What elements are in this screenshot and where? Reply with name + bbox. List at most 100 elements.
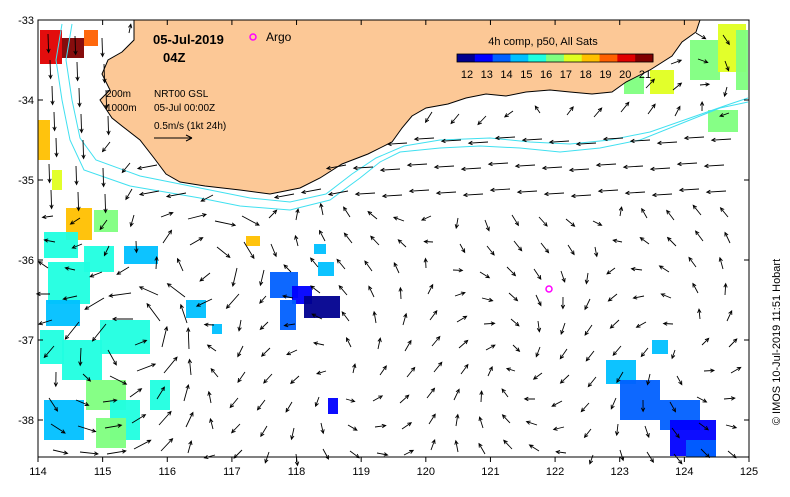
sst-patch <box>652 340 668 354</box>
current-arrow <box>392 216 405 222</box>
colorbar-tick-label: 20 <box>619 69 631 81</box>
current-arrow <box>310 285 321 294</box>
current-arrow <box>47 163 52 184</box>
current-arrow <box>270 243 277 258</box>
current-arrow <box>525 420 538 426</box>
current-arrow <box>703 163 725 169</box>
current-arrow <box>692 204 702 216</box>
current-arrow <box>79 113 84 134</box>
colorbar-swatch <box>474 54 494 62</box>
current-arrow <box>618 206 624 217</box>
current-arrow <box>726 309 733 322</box>
current-arrow <box>129 214 135 228</box>
current-arrow <box>647 103 656 115</box>
current-arrow <box>701 337 710 346</box>
current-arrow <box>343 206 351 218</box>
current-arrow <box>606 267 616 275</box>
current-arrow <box>327 190 349 197</box>
map-legend: 200m 1000m NRT00 GSL 05-Jul 00:00Z 0.5m/… <box>106 89 226 142</box>
current-arrow <box>521 137 543 143</box>
current-arrow <box>725 424 738 429</box>
current-arrow <box>374 423 387 429</box>
contour-200m-label: 200m <box>106 89 131 100</box>
argo-float-marker[interactable] <box>545 285 553 293</box>
current-arrow <box>584 324 593 336</box>
sst-patch <box>62 340 102 380</box>
current-arrow <box>423 239 434 244</box>
colorbar-swatch <box>528 54 547 62</box>
argo-legend-label: Argo <box>266 30 292 44</box>
current-arrow <box>630 266 643 272</box>
current-arrow <box>81 139 86 160</box>
current-arrow <box>237 319 242 332</box>
current-arrow <box>187 213 207 220</box>
current-arrow <box>534 105 541 114</box>
credit-text: © IMOS 10-Jul-2019 11:51 Hobart <box>771 259 783 425</box>
current-arrow <box>225 293 240 309</box>
current-arrow <box>567 244 575 256</box>
current-arrow <box>290 427 295 441</box>
current-arrow <box>186 327 191 350</box>
current-arrow <box>160 437 174 452</box>
current-arrow <box>478 416 484 429</box>
current-arrow <box>543 191 565 197</box>
sst-patch <box>46 300 80 326</box>
current-arrow <box>660 293 672 299</box>
colorbar-tick-label: 12 <box>461 69 473 81</box>
current-arrow <box>134 339 148 346</box>
current-arrow <box>699 82 711 87</box>
current-arrow <box>510 318 520 327</box>
current-arrow <box>386 141 408 147</box>
current-arrow <box>710 137 732 143</box>
current-arrow <box>560 296 566 310</box>
colorbar-swatch <box>492 54 511 62</box>
current-arrow <box>185 411 194 428</box>
current-arrow <box>724 231 731 244</box>
colorbar-tick-label: 13 <box>481 69 493 81</box>
current-arrow <box>214 220 237 227</box>
current-arrow <box>100 37 105 58</box>
y-tick-label: -38 <box>18 415 34 427</box>
sst-patch <box>186 300 206 318</box>
current-arrow <box>406 366 416 378</box>
current-arrow <box>669 401 677 413</box>
current-arrow <box>535 294 542 307</box>
current-arrow <box>129 388 143 398</box>
current-arrow <box>294 234 299 247</box>
current-arrow <box>156 386 165 400</box>
current-arrow <box>486 245 495 256</box>
current-arrow <box>651 192 673 198</box>
current-arrow <box>722 34 730 46</box>
y-tick-label: -37 <box>18 335 34 347</box>
current-arrow <box>341 311 350 322</box>
sst-patch <box>246 236 260 246</box>
current-arrow <box>481 297 494 302</box>
map-time: 04Z <box>163 50 185 65</box>
current-arrow <box>52 449 69 455</box>
current-arrow <box>121 162 131 174</box>
current-arrow <box>367 210 378 220</box>
current-arrow <box>694 230 704 242</box>
current-arrow <box>43 345 55 359</box>
current-arrow <box>676 161 698 167</box>
current-arrow <box>462 192 484 198</box>
current-arrow <box>406 162 428 168</box>
current-arrow <box>671 349 676 360</box>
current-arrow <box>575 141 597 147</box>
current-arrow <box>41 214 54 220</box>
current-arrow <box>106 449 127 455</box>
current-arrow <box>433 361 443 373</box>
sst-patch <box>280 300 296 330</box>
current-arrow <box>420 215 432 221</box>
current-arrow <box>607 293 618 302</box>
current-arrow <box>338 285 348 296</box>
y-tick-label: -35 <box>18 175 34 187</box>
colorbar-tick-labels: 12 13 14 15 16 17 18 19 20 21 <box>461 69 651 81</box>
current-arrow <box>454 217 459 230</box>
current-arrow <box>290 375 300 385</box>
current-arrow <box>381 193 403 199</box>
current-arrow <box>37 261 49 269</box>
current-arrow <box>644 425 650 439</box>
